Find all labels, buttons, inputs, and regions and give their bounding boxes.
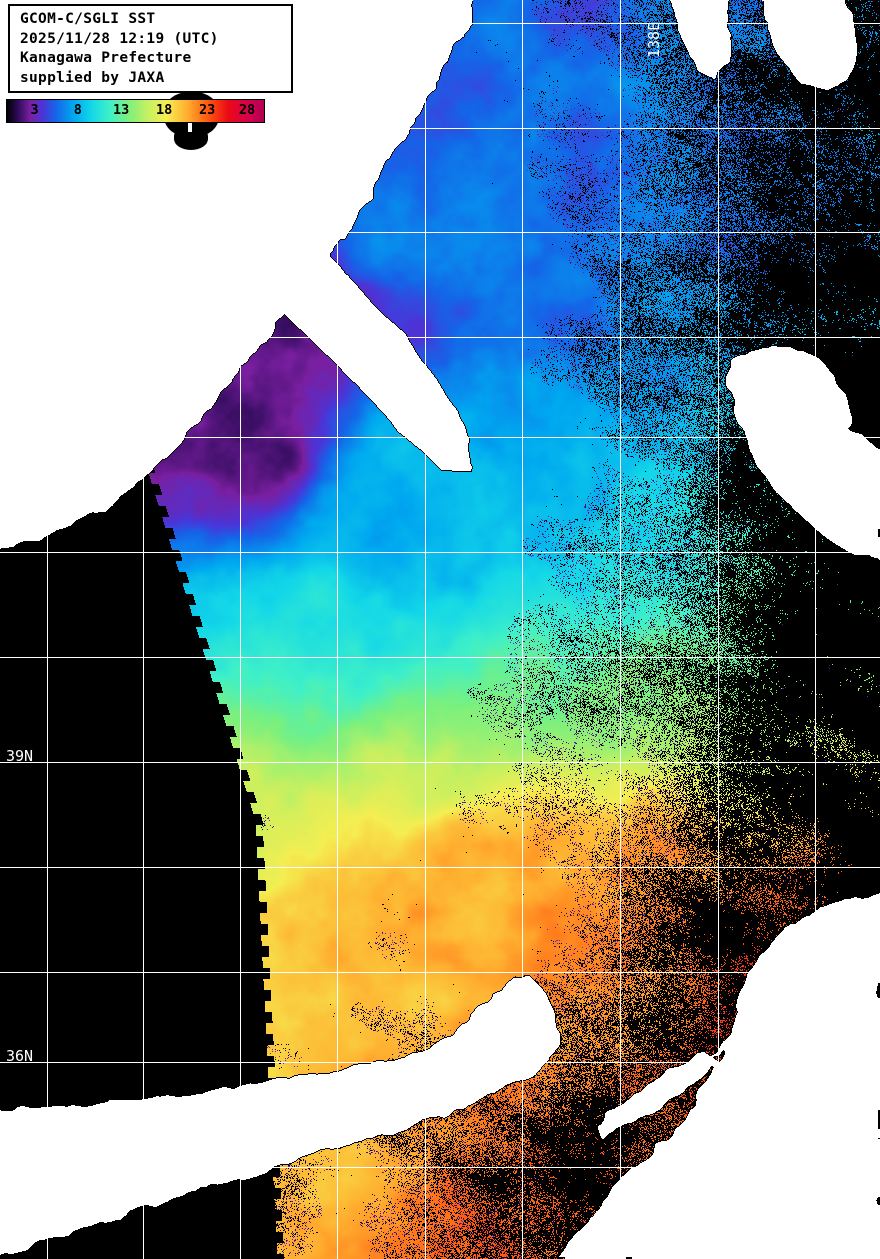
colorbar-tick-18: 18	[155, 102, 173, 118]
latitude-label-36N: 36N	[6, 1047, 34, 1065]
colorbar-tick-28: 28	[238, 102, 256, 118]
title-legend-box: GCOM-C/SGLI SST 2025/11/28 12:19 (UTC) K…	[8, 4, 293, 93]
land-pixel-notch	[188, 120, 192, 132]
colorbar-tick-labels: 3 8 13 18 23 28	[6, 99, 265, 123]
title-line-provider: supplied by JAXA	[20, 69, 165, 86]
colorbar-tick-3: 3	[30, 102, 39, 118]
title-line-region: Kanagawa Prefecture	[20, 50, 192, 66]
colorbar-tick-13: 13	[112, 102, 130, 118]
colorbar-gradient	[6, 99, 265, 123]
land-pixel-blob-lower	[174, 128, 208, 150]
latitude-label-39N: 39N	[6, 747, 34, 765]
title-line-product: GCOM-C/SGLI SST	[20, 11, 156, 27]
latitude-label-42N: 42N	[6, 434, 34, 452]
colorbar-tick-8: 8	[73, 102, 82, 118]
colorbar-tick-23: 23	[198, 102, 216, 118]
longitude-label-138E: 138E	[645, 21, 663, 58]
title-line-datetime: 2025/11/28 12:19 (UTC)	[20, 30, 219, 47]
colorbar: 3 8 13 18 23 28	[6, 99, 265, 123]
